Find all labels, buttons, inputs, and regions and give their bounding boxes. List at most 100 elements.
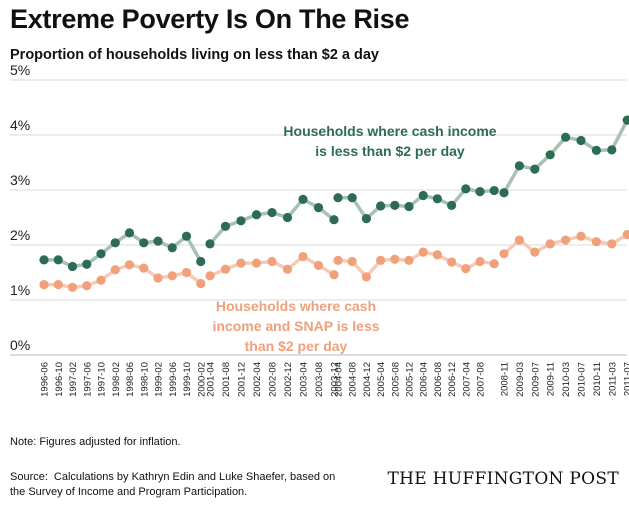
series-labels: Households where cash income is less than… xyxy=(212,123,496,354)
x-tick-label: 2009-07 xyxy=(530,362,541,397)
x-tick-label: 1996-10 xyxy=(54,362,65,397)
data-point xyxy=(251,210,262,220)
data-point xyxy=(499,249,509,259)
data-point xyxy=(124,260,135,270)
data-point xyxy=(167,243,177,253)
y-tick-label: 4% xyxy=(10,117,30,133)
x-tick-label: 2003-08 xyxy=(314,362,325,397)
series-line-0 xyxy=(338,187,495,221)
data-point xyxy=(418,247,428,257)
data-point xyxy=(514,235,525,245)
data-point xyxy=(313,203,324,213)
data-point xyxy=(461,264,471,274)
x-tick-label: 2010-03 xyxy=(561,362,572,397)
data-point xyxy=(376,255,386,265)
x-tick-label: 1998-02 xyxy=(111,362,122,397)
data-point xyxy=(333,255,343,265)
data-point xyxy=(432,250,442,260)
series-points xyxy=(39,115,629,292)
source-label: Source: xyxy=(10,471,48,483)
data-point xyxy=(545,150,555,160)
data-point xyxy=(298,251,308,262)
source-text: Calculations by Kathryn Edin and Luke Sh… xyxy=(10,471,336,498)
data-point xyxy=(298,194,308,204)
data-point xyxy=(267,256,277,267)
data-point xyxy=(390,254,400,264)
data-point xyxy=(196,278,206,289)
data-point xyxy=(447,200,457,210)
x-tick-label: 2006-08 xyxy=(433,362,444,397)
x-tick-label: 2005-12 xyxy=(405,362,416,397)
x-tick-label: 1999-02 xyxy=(154,362,165,397)
data-point xyxy=(607,239,617,249)
x-tick-label: 2003-12 xyxy=(330,362,341,397)
x-tick-label: 2009-11 xyxy=(546,362,557,396)
data-point xyxy=(514,161,525,171)
data-point xyxy=(475,256,485,267)
y-tick-label: 2% xyxy=(10,227,30,243)
x-tick-label: 1998-06 xyxy=(125,362,136,397)
x-tick-label: 1997-10 xyxy=(97,362,108,397)
data-point xyxy=(39,255,49,265)
data-point xyxy=(110,238,120,248)
y-tick-label: 3% xyxy=(10,172,30,188)
chart-title: Extreme Poverty Is On The Rise xyxy=(10,4,410,34)
series-label-0: is less than $2 per day xyxy=(315,143,465,159)
x-tick-label: 2006-04 xyxy=(419,362,430,397)
data-point xyxy=(530,247,540,257)
data-point xyxy=(267,207,277,218)
data-point xyxy=(361,214,371,224)
data-point xyxy=(622,115,629,125)
data-point xyxy=(181,267,192,278)
data-point xyxy=(110,265,120,275)
x-tick-label: 2010-11 xyxy=(592,362,603,396)
publisher-logo-text: THE HUFFINGTON POST xyxy=(387,469,619,489)
data-point xyxy=(545,239,555,249)
x-tick-label: 2007-08 xyxy=(476,362,487,397)
x-tick-label: 2001-08 xyxy=(221,362,232,397)
data-point xyxy=(53,255,63,265)
data-point xyxy=(67,282,78,292)
data-point xyxy=(418,190,428,201)
data-point xyxy=(576,231,586,241)
data-point xyxy=(361,272,371,282)
series-line-1 xyxy=(337,250,495,279)
data-point xyxy=(39,280,49,290)
data-point xyxy=(205,239,215,249)
data-point xyxy=(347,193,357,203)
data-point xyxy=(236,216,246,226)
x-tick-label: 2011-03 xyxy=(607,362,618,396)
x-tick-label: 2001-12 xyxy=(237,362,248,397)
data-point xyxy=(167,271,177,281)
data-point xyxy=(153,236,163,246)
data-point xyxy=(329,270,339,280)
x-tick-label: 1997-02 xyxy=(68,362,79,397)
data-point xyxy=(82,259,92,269)
data-point xyxy=(591,237,602,247)
series-label-1: than $2 per day xyxy=(245,338,348,354)
data-point xyxy=(220,221,231,231)
footnote: Note: Figures adjusted for inflation. xyxy=(10,436,181,448)
x-tick-label: 2003-04 xyxy=(299,362,310,397)
y-tick-label: 1% xyxy=(10,282,30,298)
data-point xyxy=(561,235,571,245)
data-point xyxy=(347,256,357,267)
data-point xyxy=(181,231,192,241)
series-label-1: Households where cash xyxy=(216,298,376,314)
data-point xyxy=(561,132,571,142)
data-point xyxy=(251,258,262,268)
y-axis-ticks: 0% 1% 2% 3% 4% 5% xyxy=(10,62,30,353)
series-label-0: Households where cash income xyxy=(283,123,496,139)
data-point xyxy=(489,185,499,196)
x-tick-label: 1996-06 xyxy=(40,362,51,397)
data-point xyxy=(282,264,293,274)
data-point xyxy=(96,249,106,259)
x-axis-ticks: 1996-06 1996-10 1997-02 1997-06 1997-10 1998-… xyxy=(40,362,629,397)
y-tick-label: 5% xyxy=(10,62,30,78)
data-point xyxy=(390,200,400,210)
y-tick-label: 0% xyxy=(10,337,30,353)
x-tick-label: 1998-10 xyxy=(139,362,150,397)
x-tick-label: 2010-07 xyxy=(577,362,588,397)
x-tick-label: 2007-04 xyxy=(461,362,472,397)
x-tick-label: 2006-12 xyxy=(447,362,458,397)
